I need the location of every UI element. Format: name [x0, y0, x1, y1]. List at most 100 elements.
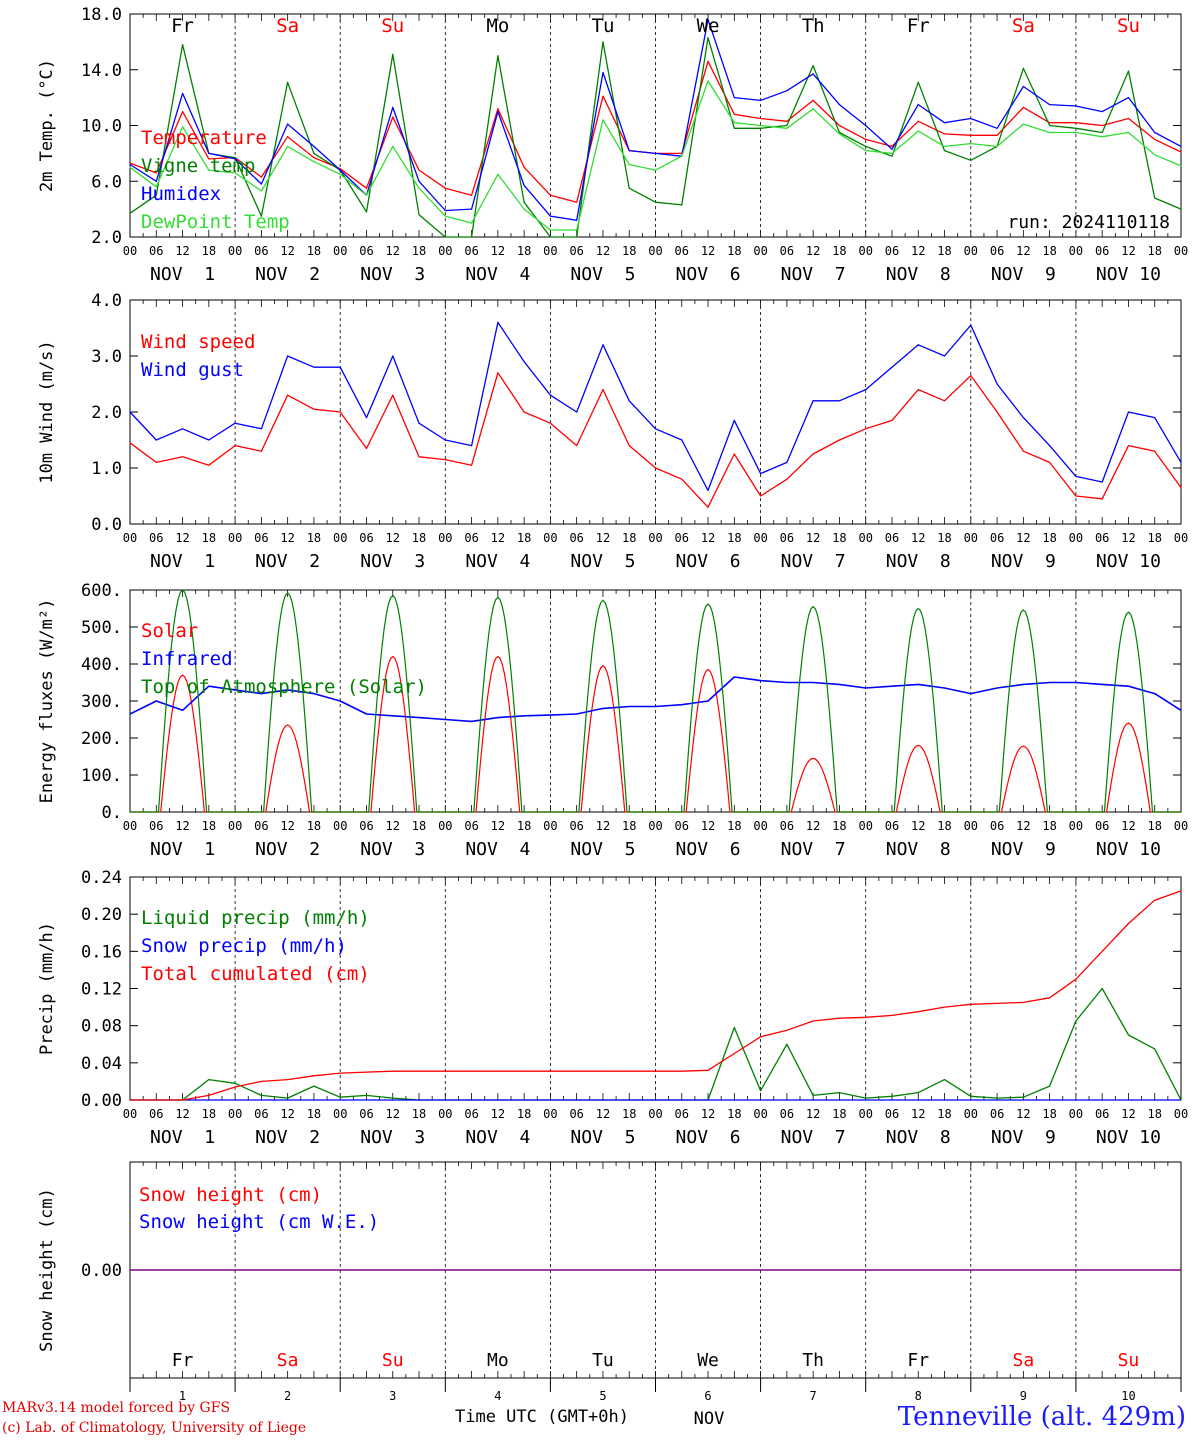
- hour-tick-label: 18: [517, 1107, 531, 1121]
- data-point: [943, 1006, 946, 1008]
- hour-tick-label: 12: [280, 244, 294, 258]
- data-point: [418, 187, 420, 189]
- data-point: [1075, 495, 1077, 497]
- hour-tick-label: 18: [307, 244, 321, 258]
- data-point: [1154, 417, 1156, 419]
- y-tick-label: 0.08: [81, 1017, 122, 1037]
- hour-tick-label: 12: [175, 819, 189, 833]
- series-3: [129, 80, 1182, 231]
- data-point: [181, 126, 184, 128]
- hour-tick-label: 06: [1095, 244, 1109, 258]
- data-point: [1022, 417, 1024, 419]
- data-point: [339, 1096, 341, 1098]
- data-point: [418, 717, 420, 719]
- data-point: [208, 439, 210, 441]
- data-point: [287, 1078, 289, 1081]
- series-line: [1075, 611, 1181, 813]
- hour-tick-label: 18: [517, 819, 531, 833]
- data-point: [628, 705, 630, 708]
- data-point: [1154, 197, 1156, 199]
- data-point: [943, 400, 946, 402]
- data-point: [1154, 131, 1156, 134]
- y-tick-label: 18.0: [81, 5, 122, 25]
- data-point: [786, 1029, 788, 1031]
- hour-tick-label: 18: [1042, 1107, 1056, 1121]
- data-point: [760, 1036, 762, 1038]
- data-point: [733, 97, 735, 99]
- hour-tick-label: 18: [832, 819, 846, 833]
- hour-tick-label: 12: [701, 819, 715, 833]
- y-tick-label: 0.04: [81, 1054, 122, 1074]
- data-point: [681, 1070, 683, 1072]
- hour-tick-label: 00: [1069, 1107, 1083, 1121]
- run-annotation: run: 2024110118: [1007, 212, 1170, 233]
- legend-entry: Top of Atmosphere (Solar): [141, 676, 427, 698]
- data-point: [602, 665, 604, 667]
- data-point: [812, 453, 814, 455]
- data-point: [943, 133, 946, 135]
- data-point: [1154, 1048, 1156, 1050]
- series-line: [1075, 722, 1181, 813]
- data-point: [865, 1099, 867, 1101]
- data-point: [523, 208, 525, 210]
- data-point: [681, 155, 683, 157]
- data-point: [812, 400, 814, 402]
- date-label: NOV 6: [676, 1127, 741, 1148]
- data-point: [208, 1099, 210, 1101]
- data-point: [1075, 978, 1077, 980]
- data-point: [313, 1099, 315, 1101]
- weekday-label: Fr: [907, 1350, 929, 1371]
- y-tick-label: 0.24: [81, 868, 122, 888]
- date-label: NOV 2: [255, 1127, 320, 1148]
- legend-entry: Liquid precip (mm/h): [141, 907, 370, 929]
- day-number: 1: [179, 1389, 186, 1403]
- hour-tick-label: 12: [1121, 244, 1135, 258]
- hour-tick-label: 00: [543, 531, 557, 545]
- y-tick-label: 600.: [81, 581, 122, 601]
- data-point: [1075, 475, 1077, 477]
- hour-tick-label: 18: [622, 1107, 636, 1121]
- data-point: [838, 124, 841, 127]
- weekday-label: Fr: [172, 1350, 194, 1371]
- date-label: NOV 8: [886, 264, 951, 285]
- data-point: [576, 1099, 578, 1101]
- hour-tick-label: 00: [753, 1107, 767, 1121]
- data-point: [891, 419, 893, 421]
- data-point: [497, 110, 499, 113]
- series-line: [760, 605, 866, 813]
- data-point: [418, 180, 420, 182]
- legend-entry: DewPoint Temp: [141, 211, 290, 233]
- data-point: [576, 411, 578, 413]
- data-point: [129, 442, 131, 444]
- date-label: NOV 6: [676, 264, 741, 285]
- hour-tick-label: 00: [858, 1107, 872, 1121]
- day-number: 4: [494, 1389, 501, 1403]
- y-tick-label: 0.16: [81, 942, 122, 962]
- data-point: [234, 172, 236, 174]
- data-point: [943, 145, 946, 148]
- data-point: [234, 1099, 236, 1101]
- data-point: [602, 71, 604, 74]
- legend-entry: Solar: [141, 620, 198, 642]
- hour-tick-label: 06: [780, 244, 794, 258]
- data-point: [865, 389, 867, 391]
- data-point: [943, 687, 946, 689]
- data-point: [155, 172, 157, 174]
- data-point: [628, 1099, 630, 1101]
- data-point: [917, 1099, 919, 1101]
- data-point: [129, 1269, 131, 1271]
- data-point: [654, 201, 657, 203]
- data-point: [1022, 1099, 1024, 1101]
- data-point: [260, 1094, 262, 1096]
- data-point: [523, 361, 525, 363]
- data-point: [733, 113, 735, 115]
- data-point: [523, 1070, 525, 1072]
- data-point: [1049, 445, 1051, 447]
- legend-entry: Humidex: [141, 183, 221, 205]
- data-point: [917, 103, 919, 106]
- data-point: [891, 145, 893, 148]
- data-point: [497, 321, 499, 323]
- data-point: [707, 700, 709, 702]
- hour-tick-label: 18: [412, 244, 426, 258]
